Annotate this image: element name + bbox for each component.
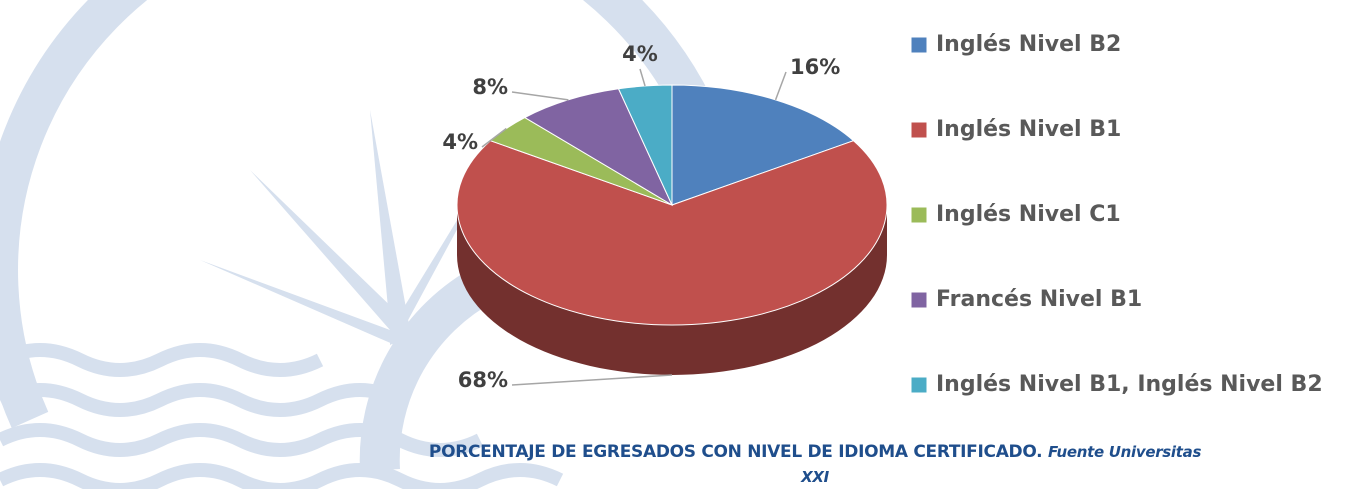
data-label: 4% bbox=[442, 130, 478, 154]
chart: 16% 68% 4% 8% 4% Inglés Nivel B2 Inglés Nivel … bbox=[0, 0, 1353, 489]
legend-label: Inglés Nivel B2 bbox=[936, 32, 1121, 57]
leader-line bbox=[776, 72, 786, 100]
legend-label: Inglés Nivel B1, Inglés Nivel B2 bbox=[936, 372, 1323, 397]
legend-label: Inglés Nivel B1 bbox=[936, 117, 1121, 142]
legend-swatch bbox=[911, 122, 927, 138]
legend-label: Inglés Nivel C1 bbox=[936, 202, 1121, 227]
page: 16% 68% 4% 8% 4% Inglés Nivel B2 Inglés Nivel … bbox=[0, 0, 1353, 489]
caption: PORCENTAJE DE EGRESADOS CON NIVEL DE IDI… bbox=[420, 440, 1210, 489]
leader-line bbox=[512, 92, 568, 100]
legend-swatch bbox=[911, 377, 927, 393]
leader-line bbox=[512, 375, 672, 385]
legend-swatch bbox=[911, 37, 927, 53]
legend-swatch bbox=[911, 292, 927, 308]
legend-swatch bbox=[911, 207, 927, 223]
data-label: 8% bbox=[472, 75, 508, 99]
chart-title: PORCENTAJE DE EGRESADOS CON NIVEL DE IDI… bbox=[429, 442, 1042, 462]
data-label: 68% bbox=[458, 368, 508, 392]
data-label: 16% bbox=[790, 55, 840, 79]
data-label: 4% bbox=[622, 42, 658, 66]
leader-line bbox=[640, 69, 645, 86]
legend-label: Francés Nivel B1 bbox=[936, 287, 1142, 312]
